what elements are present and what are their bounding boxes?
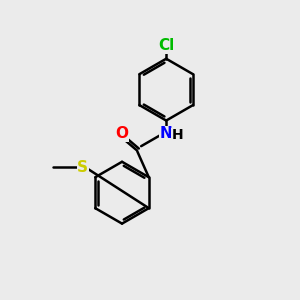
Text: N: N (160, 126, 172, 141)
Text: O: O (116, 126, 128, 141)
Text: S: S (77, 160, 88, 175)
Text: Cl: Cl (158, 38, 174, 53)
Text: H: H (172, 128, 183, 142)
